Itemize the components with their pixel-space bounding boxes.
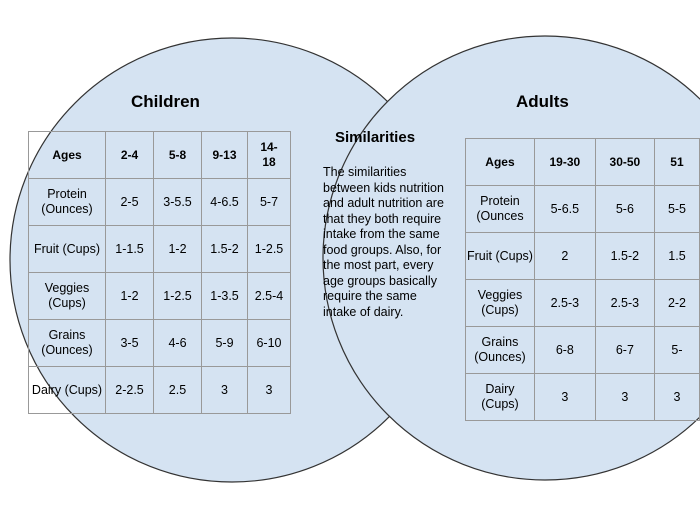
table-cell: 3: [247, 366, 291, 414]
column-header: 14- 18: [247, 131, 291, 179]
table-cell: 3-5.5: [153, 178, 202, 226]
column-header: Ages: [28, 131, 106, 179]
table-cell: 1-1.5: [105, 225, 154, 273]
row-label: Protein (Ounces: [465, 185, 535, 233]
row-label: Protein (Ounces): [28, 178, 106, 226]
table-cell: 2-2.5: [105, 366, 154, 414]
table-row: Dairy (Cups) 2-2.5 2.5 3 3: [28, 366, 291, 414]
table-cell: 6-10: [247, 319, 291, 367]
table-row: Grains (Ounces) 6-8 6-7 5-: [465, 326, 700, 374]
table-cell: 4-6: [153, 319, 202, 367]
table-row: Veggies (Cups) 1-2 1-2.5 1-3.5 2.5-4: [28, 272, 291, 320]
row-label: Veggies (Cups): [28, 272, 106, 320]
table-cell: 2.5-3: [533, 279, 596, 327]
table-cell: 6-8: [533, 326, 596, 374]
table-row: Protein (Ounces) 2-5 3-5.5 4-6.5 5-7: [28, 178, 291, 226]
table-cell: 2: [533, 232, 596, 280]
table-cell: 5-6: [594, 185, 655, 233]
table-cell: 1.5: [653, 232, 700, 280]
table-cell: 5-6.5: [533, 185, 596, 233]
table-cell: 2-5: [105, 178, 154, 226]
column-header: 51: [653, 138, 700, 186]
table-cell: 3: [594, 373, 655, 421]
column-header: 30-50: [594, 138, 655, 186]
table-cell: 5-9: [201, 319, 248, 367]
similarities-text: The similarities between kids nutrition …: [323, 165, 444, 319]
table-cell: 3: [653, 373, 700, 421]
table-cell: 4-6.5: [201, 178, 248, 226]
table-cell: 1-2.5: [247, 225, 291, 273]
adults-title: Adults: [516, 92, 569, 111]
table-cell: 2-2: [653, 279, 700, 327]
row-label: Fruit (Cups): [28, 225, 106, 273]
column-header: 2-4: [105, 131, 154, 179]
children-title: Children: [131, 92, 200, 111]
table-row: Protein (Ounces 5-6.5 5-6 5-5: [465, 185, 700, 233]
row-label: Grains (Ounces): [28, 319, 106, 367]
table-row: Dairy (Cups) 3 3 3: [465, 373, 700, 421]
table-cell: 1.5-2: [594, 232, 655, 280]
row-label: Veggies (Cups): [465, 279, 535, 327]
column-header: 5-8: [153, 131, 202, 179]
table-row: Fruit (Cups) 1-1.5 1-2 1.5-2 1-2.5: [28, 225, 291, 273]
table-row: Veggies (Cups) 2.5-3 2.5-3 2-2: [465, 279, 700, 327]
table-cell: 5-7: [247, 178, 291, 226]
similarities-title: Similarities: [335, 129, 416, 146]
table-cell: 3-5: [105, 319, 154, 367]
column-header: 9-13: [201, 131, 248, 179]
header-row: Ages 19-30 30-50 51: [465, 138, 700, 186]
table-cell: 2.5-4: [247, 272, 291, 320]
row-label: Dairy (Cups): [465, 373, 535, 421]
table-row: Fruit (Cups) 2 1.5-2 1.5: [465, 232, 700, 280]
table-cell: 1-2: [105, 272, 154, 320]
table-cell: 1-3.5: [201, 272, 248, 320]
table-row: Grains (Ounces) 3-5 4-6 5-9 6-10: [28, 319, 291, 367]
table-cell: 5-5: [653, 185, 700, 233]
table-cell: 5-: [653, 326, 700, 374]
row-label: Fruit (Cups): [465, 232, 535, 280]
table-cell: 1-2.5: [153, 272, 202, 320]
table-cell: 3: [201, 366, 248, 414]
table-cell: 6-7: [594, 326, 655, 374]
children-nutrition-table: Ages 2-4 5-8 9-13 14- 18 Protein (Ounces) 2-5 3…: [28, 131, 291, 414]
row-label: Dairy (Cups): [28, 366, 106, 414]
table-cell: 1-2: [153, 225, 202, 273]
row-label: Grains (Ounces): [465, 326, 535, 374]
table-cell: 2.5-3: [594, 279, 655, 327]
column-header: Ages: [465, 138, 535, 186]
adults-nutrition-table: Ages 19-30 30-50 51 Protein (Ounces 5-6.5 5-6 5…: [465, 138, 700, 421]
column-header: 19-30: [533, 138, 596, 186]
table-cell: 1.5-2: [201, 225, 248, 273]
table-cell: 2.5: [153, 366, 202, 414]
header-row: Ages 2-4 5-8 9-13 14- 18: [28, 131, 291, 179]
table-cell: 3: [533, 373, 596, 421]
